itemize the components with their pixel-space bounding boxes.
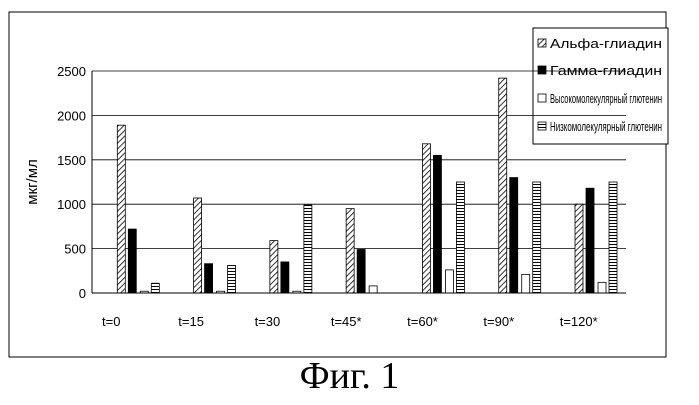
bar [346, 209, 354, 293]
y-axis-ticks: 0 500 1000 1500 2000 2500 [57, 64, 86, 301]
bar [117, 125, 125, 293]
bar [304, 205, 312, 293]
legend-swatch [538, 66, 546, 74]
bar [128, 229, 136, 293]
bar [422, 144, 430, 293]
bar [194, 198, 202, 293]
legend-label: Альфа-глиадин [550, 37, 662, 51]
legend-swatch [538, 94, 546, 102]
bar [445, 270, 453, 293]
x-tick-label: t=45* [331, 314, 362, 329]
bar [357, 249, 365, 293]
legend-swatch [538, 122, 546, 130]
legend-label: Низкомолекулярный глютенин [550, 120, 662, 134]
y-tick-label: 2500 [57, 64, 86, 79]
y-tick-label: 1500 [57, 153, 86, 168]
x-axis-labels: t=0 t=15 t=30 t=45* t=60* t=90* t=120* [102, 314, 598, 329]
bar [369, 286, 377, 293]
bar [510, 178, 518, 293]
x-tick-label: t=120* [560, 314, 598, 329]
bar [456, 182, 464, 293]
bar [205, 264, 213, 293]
bar [433, 155, 441, 293]
x-tick-label: t=60* [407, 314, 438, 329]
legend-swatch [538, 39, 546, 47]
x-tick-label: t=30 [255, 314, 281, 329]
x-tick-label: t=15 [178, 314, 204, 329]
bar [533, 182, 541, 293]
x-tick-label: t=0 [102, 314, 120, 329]
y-tick-label: 0 [79, 286, 86, 301]
legend-label: Гамма-глиадин [550, 64, 662, 78]
y-tick-label: 1000 [57, 197, 86, 212]
legend-label: Высокомолекулярный глютенин [550, 92, 662, 106]
bar [522, 274, 530, 293]
y-tick-label: 500 [64, 242, 86, 257]
bar [228, 265, 236, 293]
bar [281, 262, 289, 293]
bar [575, 204, 583, 293]
bar [586, 188, 594, 293]
y-axis-label: мкг/мл [24, 159, 41, 205]
figure-caption: Фиг. 1 [0, 354, 699, 398]
bar [270, 241, 278, 293]
bar [151, 283, 159, 293]
bar [598, 282, 606, 293]
x-tick-label: t=90* [483, 314, 514, 329]
y-tick-label: 2000 [57, 108, 86, 123]
bar [499, 78, 507, 293]
bar [609, 182, 617, 293]
